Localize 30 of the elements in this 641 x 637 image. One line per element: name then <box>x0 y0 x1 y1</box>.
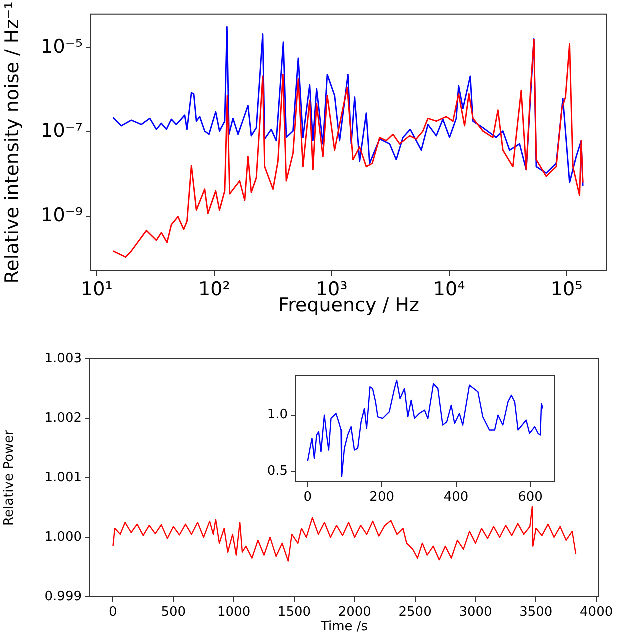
y-tick-label: 10⁻⁵ <box>41 36 83 58</box>
x-tick-label: 10⁴ <box>433 278 466 300</box>
y-tick-label: 10⁻⁷ <box>41 120 83 142</box>
x-tick-label: 2000 <box>338 605 372 620</box>
y-tick-label: 1.000 <box>44 530 82 545</box>
x-tick-label: 0 <box>304 490 312 506</box>
x-tick-label: 2500 <box>398 605 432 620</box>
y-tick-label: 1.002 <box>44 410 82 426</box>
y-axis-title: Relative Power <box>2 429 18 526</box>
x-tick-label: 600 <box>518 490 543 506</box>
y-axis-title: Relative intensity noise / Hz⁻¹ <box>1 2 24 284</box>
x-tick-label: 0 <box>109 605 118 620</box>
x-tick-label: 400 <box>444 490 469 506</box>
x-axis-title: Time /s <box>320 620 368 635</box>
x-tick-label: 10⁵ <box>550 278 583 300</box>
y-tick-label: 1.001 <box>44 470 82 486</box>
x-tick-label: 500 <box>161 605 186 620</box>
y-tick-label: 0.5 <box>267 464 288 480</box>
x-tick-label: 10² <box>198 278 230 300</box>
y-tick-label: 1.0 <box>267 408 288 423</box>
x-tick-label: 200 <box>370 490 394 506</box>
x-tick-label: 1500 <box>278 605 312 620</box>
x-tick-label: 1000 <box>218 605 251 620</box>
x-tick-label: 3000 <box>459 605 492 620</box>
x-tick-label: 10¹ <box>81 278 113 300</box>
y-tick-label: 10⁻⁹ <box>41 204 83 226</box>
y-tick-label: 0.999 <box>44 589 82 604</box>
y-tick-label: 1.003 <box>44 351 82 366</box>
x-tick-label: 4000 <box>580 605 614 620</box>
x-tick-label: 3500 <box>520 605 553 620</box>
